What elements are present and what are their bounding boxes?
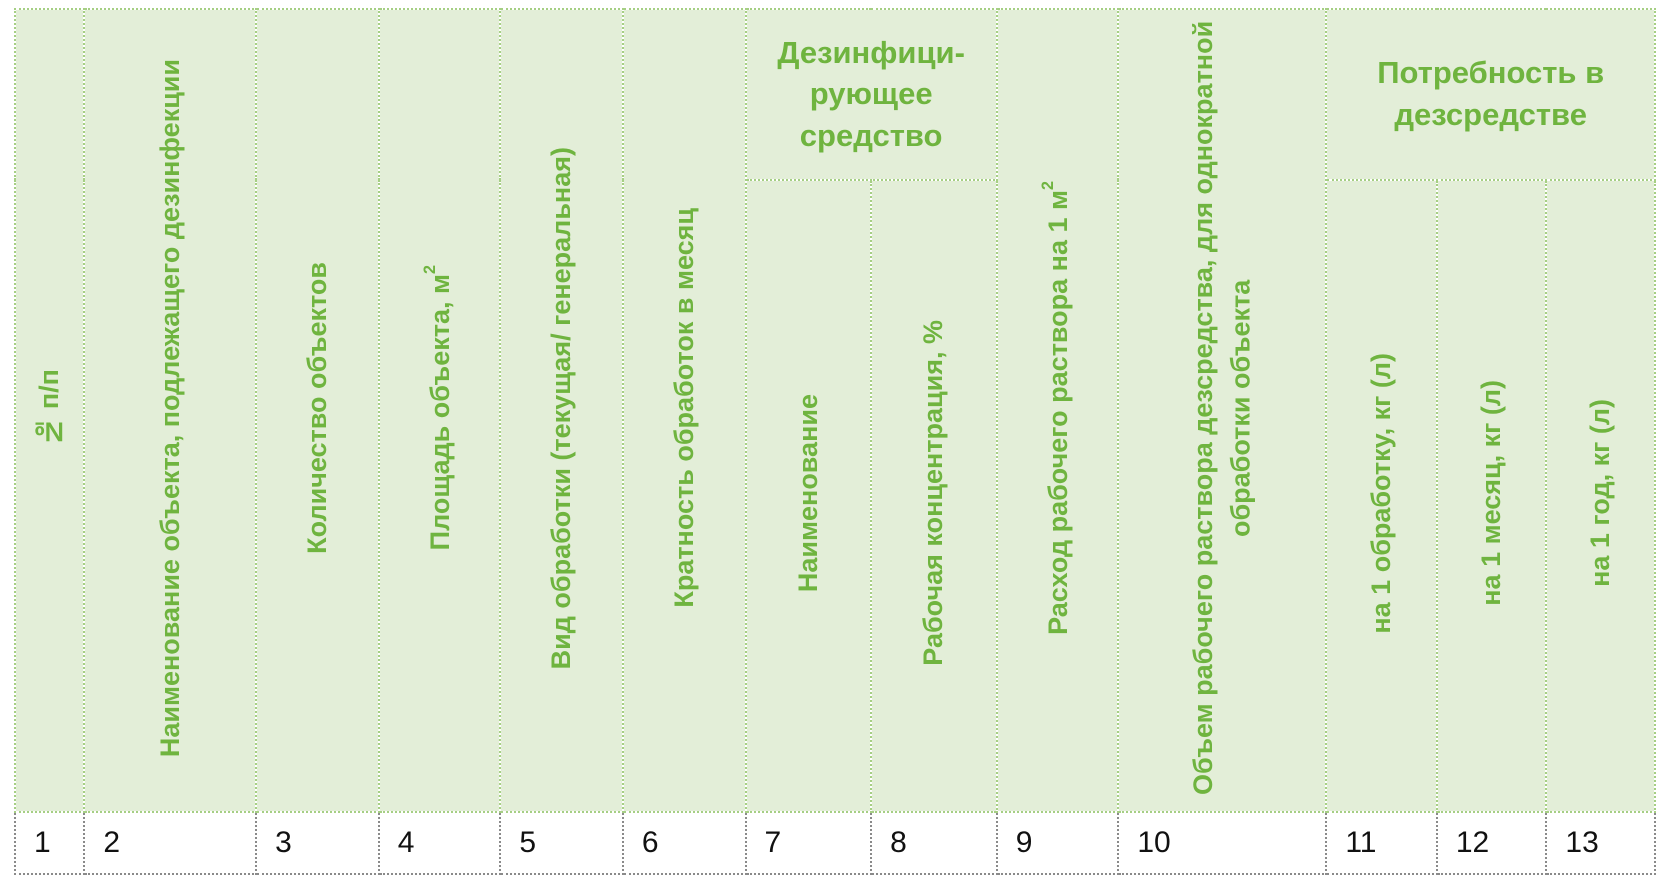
column-number-cell: 11 xyxy=(1326,812,1437,874)
header-object-count: Количество объектов xyxy=(256,9,379,812)
header-working-concentration: Рабочая концентрация, % xyxy=(871,180,997,812)
header-group-need: Потребность в дезсредстве xyxy=(1326,9,1655,180)
column-number-cell: 3 xyxy=(256,812,379,874)
header-disinfectant-name: Наименование xyxy=(746,180,872,812)
column-number-cell: 10 xyxy=(1118,812,1326,874)
column-number-row: 1 2 3 4 5 6 7 8 9 10 11 12 13 xyxy=(15,812,1655,874)
column-number-cell: 7 xyxy=(746,812,872,874)
header-need-per-treatment: на 1 обработку, кг (л) xyxy=(1326,180,1437,812)
header-solution-volume: Объем рабочего раствора дезсредства, для… xyxy=(1118,9,1326,812)
header-number: № п/п xyxy=(15,9,84,812)
header-object-name: Наименование объекта, подлежащего дезинф… xyxy=(84,9,256,812)
header-group-disinfectant: Дезинфици- рующее средство xyxy=(746,9,997,180)
header-solution-consumption: Расход рабочего раствора на 1 м2 xyxy=(997,9,1119,812)
header-need-per-year: на 1 год, кг (л) xyxy=(1546,180,1655,812)
column-number-cell: 13 xyxy=(1546,812,1655,874)
column-number-cell: 8 xyxy=(871,812,997,874)
header-treatment-type: Вид обработки (текущая/ генеральная) xyxy=(500,9,623,812)
column-number-cell: 6 xyxy=(623,812,746,874)
column-number-cell: 12 xyxy=(1437,812,1547,874)
header-need-per-month: на 1 месяц, кг (л) xyxy=(1437,180,1547,812)
header-treatment-frequency: Кратность обработок в месяц xyxy=(623,9,746,812)
header-object-area: Площадь объекта, м2 xyxy=(379,9,501,812)
disinfection-table: № п/п Наименование объекта, подлежащего … xyxy=(14,8,1656,875)
column-number-cell: 9 xyxy=(997,812,1119,874)
column-number-cell: 1 xyxy=(15,812,84,874)
column-number-cell: 2 xyxy=(84,812,256,874)
column-number-cell: 5 xyxy=(500,812,623,874)
column-number-cell: 4 xyxy=(379,812,501,874)
